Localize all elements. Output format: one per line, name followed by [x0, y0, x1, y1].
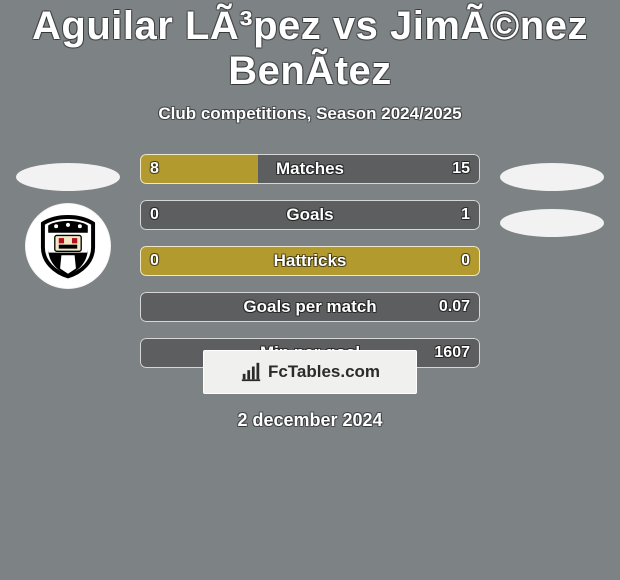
club-logo-svg: [35, 213, 101, 279]
club-logo-icon: [25, 203, 111, 289]
comparison-canvas: Aguilar LÃ³pez vs JimÃ©nez BenÃ­tez Club…: [0, 0, 620, 580]
stat-row-goals: 01Goals: [140, 200, 480, 230]
left-badge-column: [8, 154, 128, 292]
competition-badge-placeholder: [8, 154, 128, 200]
ellipse-icon: [500, 163, 604, 191]
club-badge: [8, 200, 128, 292]
right-badge-column: [492, 154, 612, 246]
stat-label: Hattricks: [140, 246, 480, 276]
source-text: FcTables.com: [268, 362, 380, 382]
stat-row-hattricks: 00Hattricks: [140, 246, 480, 276]
ellipse-icon: [16, 163, 120, 191]
date-label: 2 december 2024: [0, 410, 620, 431]
ellipse-icon: [500, 209, 604, 237]
stat-row-gpm: 0.07Goals per match: [140, 292, 480, 322]
stat-label: Matches: [140, 154, 480, 184]
page-title: Aguilar LÃ³pez vs JimÃ©nez BenÃ­tez: [0, 0, 620, 94]
subtitle: Club competitions, Season 2024/2025: [0, 104, 620, 124]
competition-badge-placeholder: [492, 154, 612, 200]
stat-row-matches: 815Matches: [140, 154, 480, 184]
stat-label: Goals: [140, 200, 480, 230]
source-attribution: FcTables.com: [203, 350, 417, 394]
stat-label: Goals per match: [140, 292, 480, 322]
competition-badge-placeholder: [492, 200, 612, 246]
bar-chart-icon: [240, 361, 262, 383]
